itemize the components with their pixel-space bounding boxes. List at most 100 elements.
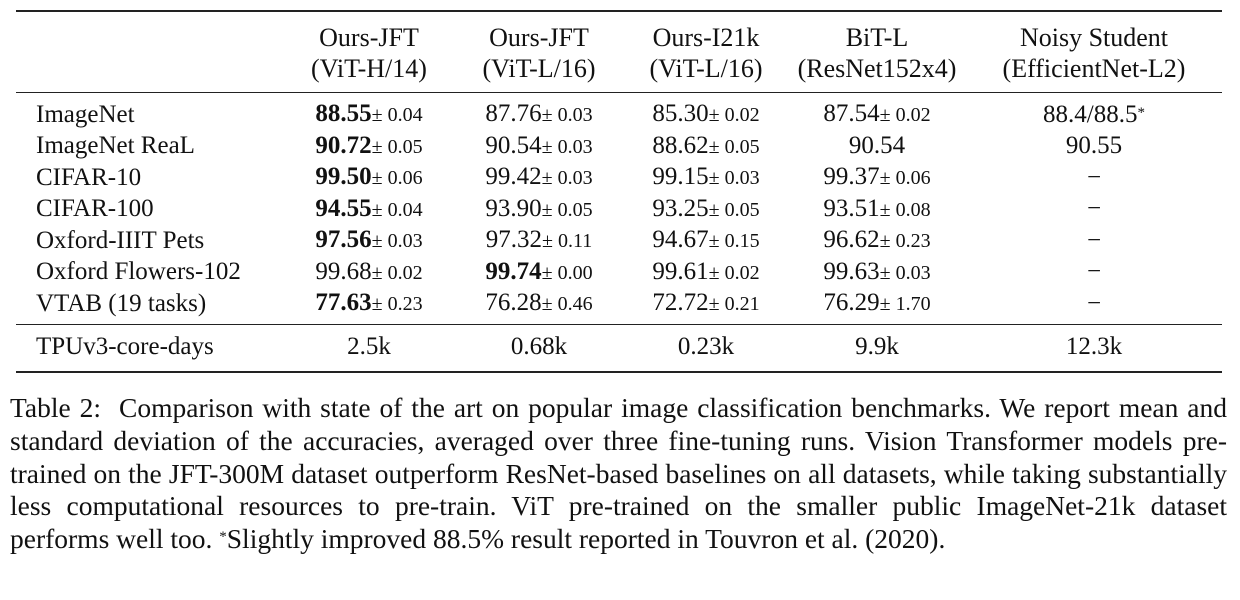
result-mean: 97.32 xyxy=(485,226,542,253)
result-cell: 99.63± 0.03 xyxy=(788,257,966,289)
result-std: ± 0.23 xyxy=(879,230,931,252)
result-mean: 94.67 xyxy=(652,226,709,253)
header-rule xyxy=(16,92,1222,93)
footer-label: TPUv3-core-days xyxy=(36,332,214,360)
result-mean: 72.72 xyxy=(652,289,709,316)
result-cell: 77.63± 0.23 xyxy=(284,288,454,320)
result-std: ± 0.05 xyxy=(541,198,593,221)
result-cell: − xyxy=(966,194,1222,226)
result-mean: 90.55 xyxy=(1065,132,1123,159)
result-mean: 99.15 xyxy=(652,163,709,190)
result-mean: 96.62 xyxy=(823,226,880,253)
result-std: ± 0.00 xyxy=(541,261,593,284)
result-mean: 87.54 xyxy=(823,100,880,127)
result-mean: − xyxy=(1086,226,1102,254)
footer-rule xyxy=(16,323,1222,325)
column-header: Noisy Student (EfficientNet-L2) xyxy=(1002,23,1186,83)
result-std: ± 0.21 xyxy=(708,293,760,315)
bottom-rule xyxy=(16,370,1222,373)
result-cell: 87.76± 0.03 xyxy=(454,99,624,131)
result-mean: 85.30 xyxy=(652,100,709,127)
result-cell: 99.42± 0.03 xyxy=(454,162,624,194)
result-cell: 76.28± 0.46 xyxy=(454,288,624,320)
result-mean: 93.90 xyxy=(485,194,542,222)
result-std: ± 0.05 xyxy=(708,135,760,158)
footer-cell: 9.9k xyxy=(855,332,899,360)
table-row: VTAB (19 tasks) 77.63± 0.23 76.28± 0.46 72.… xyxy=(16,288,1222,320)
result-cell: 99.15± 0.03 xyxy=(624,162,788,194)
table-body: ImageNet 88.55± 0.04 87.76± 0.03 85.30± 0.0… xyxy=(16,99,1222,320)
result-cell: 96.62± 0.23 xyxy=(788,225,966,257)
result-std: ± 0.04 xyxy=(371,104,423,126)
result-cell: 88.55± 0.04 xyxy=(284,99,454,131)
result-std: ± 0.23 xyxy=(371,293,423,315)
result-mean: − xyxy=(1086,163,1102,191)
result-mean: 99.74 xyxy=(485,257,542,285)
result-cell: 99.61± 0.02 xyxy=(624,257,788,289)
result-cell: 97.32± 0.11 xyxy=(454,225,624,257)
result-cell: 90.54± 0.03 xyxy=(454,131,624,163)
result-std: ± 0.03 xyxy=(879,261,931,284)
table-row: ImageNet 88.55± 0.04 87.76± 0.03 85.30± 0.0… xyxy=(16,99,1222,131)
header-empty-cell xyxy=(16,22,284,84)
row-label: ImageNet ReaL xyxy=(36,132,195,159)
result-mean: 76.28 xyxy=(485,289,542,316)
result-std: ± 0.03 xyxy=(371,230,423,252)
column-header: Ours-JFT (ViT-L/16) xyxy=(482,23,596,83)
result-std: ± 0.03 xyxy=(541,104,593,126)
table-row: CIFAR-10 99.50± 0.06 99.42± 0.03 99.15± 0.0… xyxy=(16,162,1222,194)
result-mean: 94.55 xyxy=(315,194,372,222)
table-row: CIFAR-100 94.55± 0.04 93.90± 0.05 93.25± 0.… xyxy=(16,194,1222,226)
table-header: Ours-JFT (ViT-H/14) Ours-JFT (ViT-L/16) Ou… xyxy=(16,22,1222,84)
result-std: ± 0.02 xyxy=(708,261,760,284)
result-std: ± 1.70 xyxy=(879,293,931,315)
result-mean: 99.50 xyxy=(315,163,372,190)
result-mean: 93.51 xyxy=(823,194,880,222)
result-std: ± 0.03 xyxy=(541,167,593,189)
footer-cell: 0.23k xyxy=(677,332,735,360)
result-cell: 87.54± 0.02 xyxy=(788,99,966,131)
result-mean: 99.61 xyxy=(652,257,709,285)
caption-text: Comparison with state of the art on popu… xyxy=(10,392,1228,555)
result-cell: − xyxy=(966,257,1222,289)
result-cell: 88.4/88.5* xyxy=(966,99,1222,131)
footer-cell: 12.3k xyxy=(1065,332,1123,360)
result-cell: 93.90± 0.05 xyxy=(454,194,624,226)
result-mean: − xyxy=(1086,258,1102,285)
result-cell: 88.62± 0.05 xyxy=(624,131,788,163)
caption-label: Table 2: xyxy=(10,392,101,423)
result-cell: − xyxy=(966,225,1222,257)
row-label: Oxford Flowers-102 xyxy=(36,258,241,285)
result-cell: − xyxy=(966,288,1222,320)
result-cell: 93.51± 0.08 xyxy=(788,194,966,226)
result-std: ± 0.08 xyxy=(879,198,931,221)
result-cell: 94.55± 0.04 xyxy=(284,194,454,226)
result-cell: 99.68± 0.02 xyxy=(284,257,454,289)
row-label: CIFAR-10 xyxy=(36,163,142,191)
result-mean: 76.29 xyxy=(823,289,880,316)
result-std: ± 0.11 xyxy=(542,230,593,252)
footer-row: TPUv3-core-days 2.5k 0.68k 0.23k 9.9k 12… xyxy=(16,330,1222,364)
table-footer: TPUv3-core-days 2.5k 0.68k 0.23k 9.9k 12… xyxy=(16,330,1222,364)
result-mean: 77.63 xyxy=(315,289,372,316)
result-cell: 94.67± 0.15 xyxy=(624,225,788,257)
row-label: ImageNet xyxy=(36,100,135,128)
caption-footnote: Slightly improved 88.5% result reported … xyxy=(226,523,946,555)
result-mean: 99.37 xyxy=(823,163,880,190)
result-std: ± 0.04 xyxy=(371,198,423,221)
result-std: ± 0.03 xyxy=(541,135,593,158)
results-table: Ours-JFT (ViT-H/14) Ours-JFT (ViT-L/16) Ou… xyxy=(16,10,1222,373)
result-std: ± 0.02 xyxy=(879,104,931,126)
footnote-mark: * xyxy=(219,529,227,546)
result-std: ± 0.02 xyxy=(708,104,760,126)
row-label: Oxford-IIIT Pets xyxy=(36,226,205,254)
result-cell: 90.72± 0.05 xyxy=(284,131,454,163)
footer-cell: 0.68k xyxy=(510,332,568,360)
table-caption: Table 2: Comparison with state of the art… xyxy=(10,392,1227,556)
result-cell: 99.50± 0.06 xyxy=(284,162,454,194)
result-mean: 90.54 xyxy=(848,132,906,159)
result-std: ± 0.06 xyxy=(371,167,423,189)
result-mean: 87.76 xyxy=(485,100,542,127)
column-header: Ours-JFT (ViT-H/14) xyxy=(311,23,427,83)
result-cell: 93.25± 0.05 xyxy=(624,194,788,226)
